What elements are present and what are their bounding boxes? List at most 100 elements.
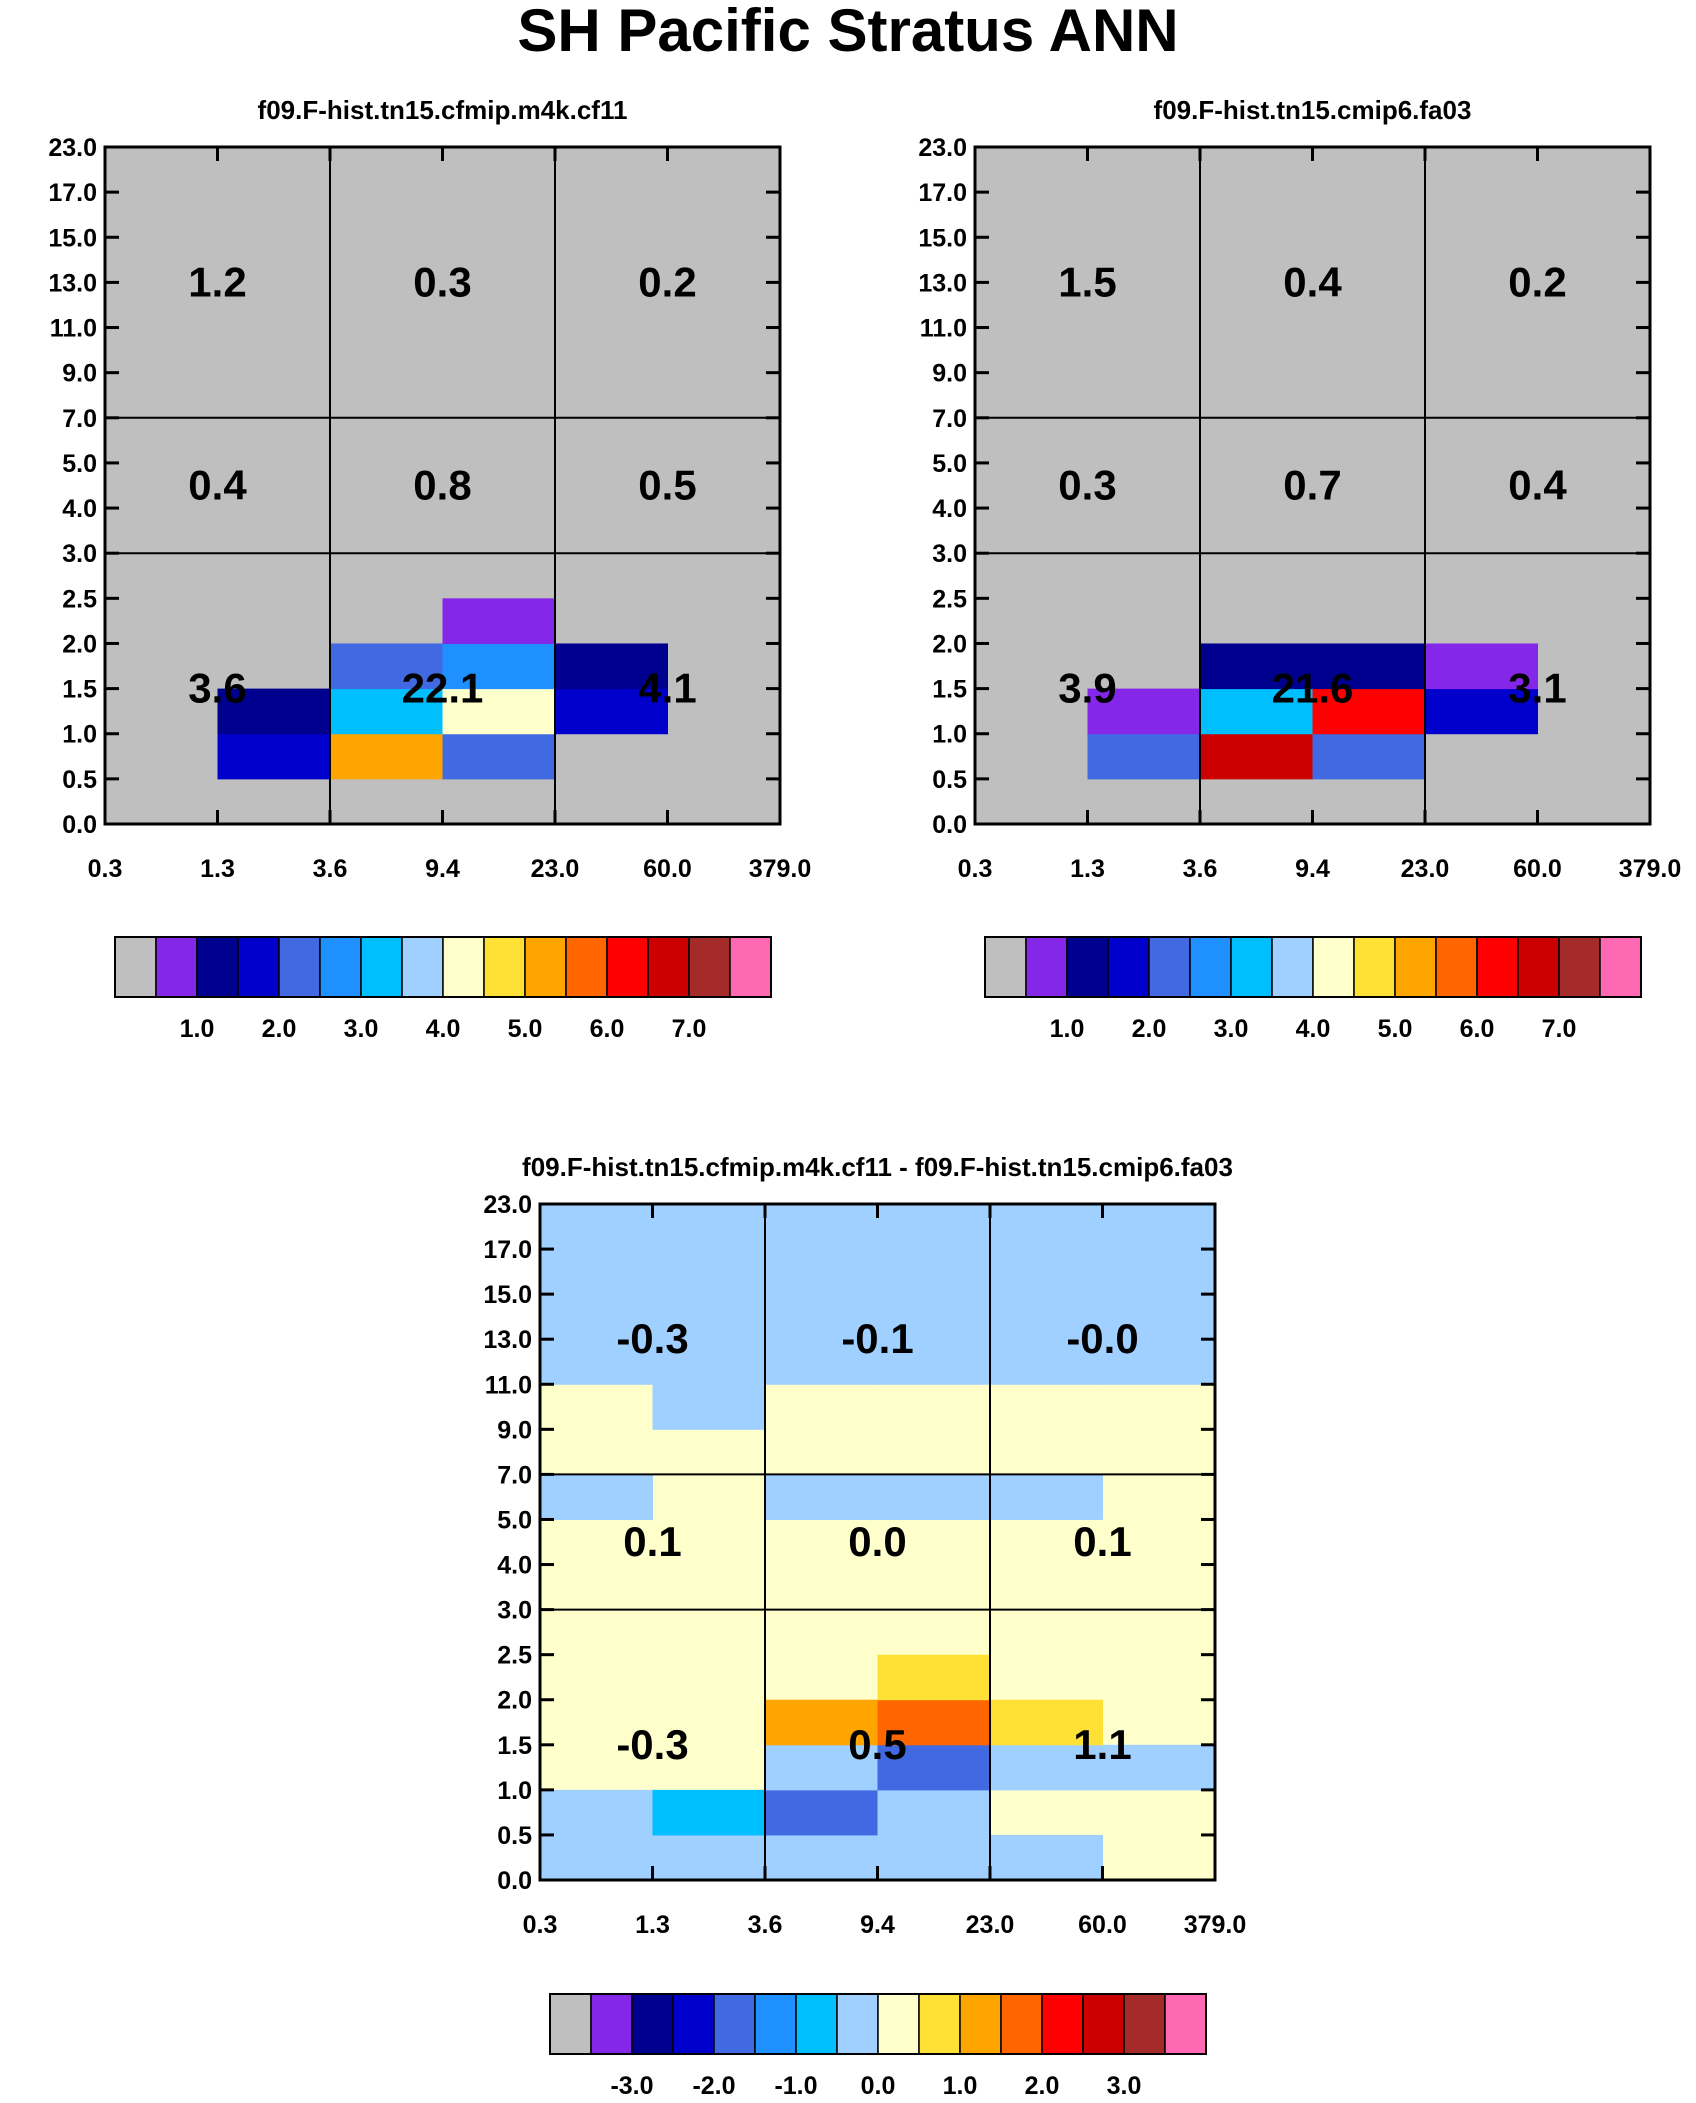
panel2-colorbar-box [1558, 936, 1601, 998]
panel2-region-value-high-mid: 0.4 [1283, 258, 1342, 305]
panel3-y-tick-label: 2.5 [497, 1642, 532, 1670]
panel3-cell [1102, 1294, 1216, 1340]
panel1-x-tick-label: 60.0 [643, 855, 692, 883]
panel3-cell [877, 1789, 991, 1836]
panel3-cell [765, 1339, 878, 1385]
panel3-cell [652, 1249, 766, 1295]
panel3-cell [540, 1339, 653, 1385]
panel3-region-value-mid-thick: 0.1 [1073, 1518, 1131, 1565]
panel3-colorbar-frame [549, 1993, 1207, 2055]
panel3-colorbar-box [1164, 1993, 1207, 2055]
panel3-region-value-low-thin: -0.3 [616, 1721, 688, 1768]
panel2-cell [1312, 688, 1426, 735]
panel3-colorbar-box [713, 1993, 756, 2055]
panel1-y-tick-label: 0.5 [62, 766, 97, 794]
panel1-colorbar-box [606, 936, 649, 998]
panel3-colorbar-box [1000, 1993, 1043, 2055]
panel1-y-tick-label: 7.0 [62, 405, 97, 433]
panel2-colorbar-box [1353, 936, 1396, 998]
panel3-cell [765, 1249, 878, 1295]
panel3-colorbar-box [549, 1993, 592, 2055]
panel2-cell [1425, 643, 1538, 690]
panel1-colorbar-box [401, 936, 444, 998]
panel1-colorbar-box [729, 936, 772, 998]
panel1-colorbar-label: 4.0 [426, 1015, 461, 1043]
panel3-cell [540, 1204, 653, 1250]
panel3-cell [652, 1204, 766, 1250]
panel2-region-value-low-mid: 21.6 [1272, 665, 1354, 712]
panel2-y-tick-label: 9.0 [932, 360, 967, 388]
panel2-y-tick-label: 4.0 [932, 495, 967, 523]
panel3-cell [652, 1834, 766, 1881]
panel3-cell [1102, 1744, 1216, 1791]
panel1-cell [555, 688, 668, 735]
panel3-cell [540, 1474, 653, 1520]
panel3-colorbar-label: -3.0 [610, 2072, 653, 2100]
panel2-colorbar-label: 2.0 [1132, 1015, 1167, 1043]
panel3-cell [1102, 1339, 1216, 1385]
panel3-y-tick-label: 0.5 [497, 1822, 532, 1850]
panel3-cell [990, 1474, 1103, 1520]
panel1-cell [555, 643, 668, 690]
panel3-cell [990, 1834, 1103, 1881]
panel3-x-tick-label: 1.3 [635, 1911, 670, 1939]
panel2-y-tick-label: 11.0 [920, 315, 967, 343]
panel1-region-value-high-thin: 1.2 [188, 258, 246, 305]
panel3-cell [990, 1204, 1103, 1250]
panel3-y-tick-label: 5.0 [497, 1506, 532, 1534]
panel3-cell [765, 1789, 878, 1836]
panel3-cell [540, 1249, 653, 1295]
panel1-y-tick-label: 2.5 [62, 585, 97, 613]
panel1-colorbar-box [196, 936, 239, 998]
panel2-region-value-high-thick: 0.2 [1508, 258, 1566, 305]
panel2-colorbar-box [1066, 936, 1109, 998]
panel2-x-tick-label: 23.0 [1401, 855, 1450, 883]
panel1-region-value-mid-thin: 0.4 [188, 462, 247, 509]
panel3-x-tick-label: 9.4 [860, 1911, 895, 1939]
panel3-colorbar-label: -2.0 [692, 2072, 735, 2100]
panel3-cell [877, 1474, 991, 1520]
panel1-x-tick-label: 9.4 [425, 855, 460, 883]
panel1-colorbar-box [483, 936, 526, 998]
panel2-colorbar-label: 6.0 [1460, 1015, 1495, 1043]
panel1-y-tick-label: 3.0 [62, 540, 97, 568]
panel1-colorbar-box [360, 936, 403, 998]
panel3-x-tick-label: 23.0 [966, 1911, 1015, 1939]
panel2-y-tick-label: 2.5 [932, 585, 967, 613]
panel3-y-tick-label: 9.0 [497, 1416, 532, 1444]
panel1-cell [330, 733, 443, 780]
panel2-y-tick-label: 13.0 [918, 269, 967, 297]
panel3-y-tick-label: 23.0 [483, 1191, 532, 1219]
panel1-x-tick-label: 0.3 [88, 855, 123, 883]
panel1-region-value-high-mid: 0.3 [413, 258, 471, 305]
panel2-cell [1087, 733, 1201, 780]
panel3-cell [765, 1204, 878, 1250]
panel1-region-value-low-thin: 3.6 [188, 665, 246, 712]
panel2-colorbar-box [1148, 936, 1191, 998]
panel3-colorbar-box [1123, 1993, 1166, 2055]
panel1-cell [217, 688, 331, 735]
panel1-colorbar-box [278, 936, 321, 998]
panel2-colorbar-box [984, 936, 1027, 998]
panel1-y-tick-label: 4.0 [62, 495, 97, 523]
panel1-y-tick-label: 17.0 [48, 179, 97, 207]
panel3-y-tick-label: 0.0 [497, 1867, 532, 1895]
panel3-cell [765, 1294, 878, 1340]
panel1-colorbar-box [565, 936, 608, 998]
panel2-region-value-low-thick: 3.1 [1508, 665, 1566, 712]
panel2-cell [1200, 643, 1313, 690]
figure-title: SH Pacific Stratus ANN [517, 0, 1179, 64]
panel2-y-tick-label: 5.0 [932, 450, 967, 478]
panel2-y-tick-label: 0.5 [932, 766, 967, 794]
panel2-title: f09.F-hist.tn15.cmip6.fa03 [1154, 95, 1472, 125]
panel3-cell [540, 1789, 653, 1836]
panel3-colorbar-box [672, 1993, 715, 2055]
panel3-colorbar-box [795, 1993, 838, 2055]
panel1-colorbar-box [647, 936, 690, 998]
panel2-colorbar-box [1025, 936, 1068, 998]
panel2-colorbar-frame [984, 936, 1642, 998]
panel1-y-tick-label: 11.0 [50, 315, 97, 343]
panel1-y-tick-label: 23.0 [48, 134, 97, 162]
panel2-cell [1312, 733, 1426, 780]
